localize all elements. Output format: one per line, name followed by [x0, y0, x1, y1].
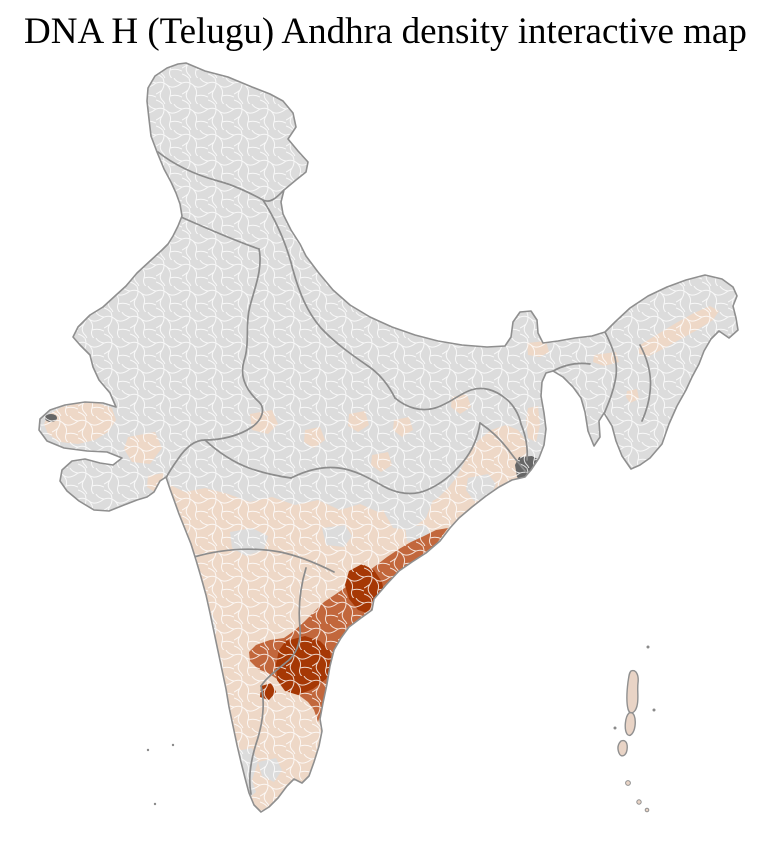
- lakshadweep-islands: [146, 743, 175, 806]
- andaman-nicobar-islands[interactable]: [613, 645, 656, 813]
- country-outline: [38, 62, 739, 813]
- state-borders: [157, 151, 652, 795]
- sundarbans-marsh: [515, 456, 543, 485]
- mumbai-urban-marker: [152, 493, 160, 507]
- kutch-marsh-marker: [45, 414, 57, 422]
- page-title: DNA H (Telugu) Andhra density interactiv…: [24, 11, 747, 52]
